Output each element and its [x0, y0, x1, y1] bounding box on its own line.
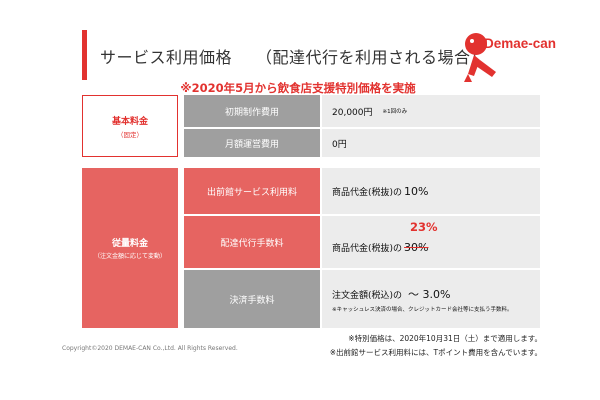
basic-fee-paren: （固定） — [117, 130, 143, 139]
logo-mascot-icon — [464, 33, 496, 82]
usage-fee-label: 従量料金 — [111, 239, 148, 249]
page-title-main: サービス利用価格 — [100, 48, 233, 67]
row-label-monthly-fee: 月額運営費用 — [184, 129, 320, 157]
row-value-payment-fee: 注文金額(税込)の ～ 3.0% ※キャッシュレス決済の場合、クレジットカード会社… — [322, 270, 540, 328]
row-value-initial-fee: 20,000円 ※1回のみ — [322, 95, 540, 127]
initial-fee-note: ※1回のみ — [382, 109, 408, 115]
footer-notes: ※特別価格は、2020年10月31日（土）まで適用します。 ※出前館サービス利用… — [330, 332, 542, 360]
service-fee-rate: 10% — [404, 184, 429, 198]
payment-fee-line: 注文金額(税込)の ～ 3.0% — [332, 286, 450, 302]
payment-fee-note: ※キャッシュレス決済の場合、クレジットカード会社等に支払う手数料。 — [332, 306, 513, 313]
row-label-initial-fee: 初期制作費用 — [184, 95, 320, 127]
usage-fee-group: 従量料金 （注文金額に応じて変動） — [82, 168, 178, 328]
service-fee-prefix: 商品代金(税抜)の — [332, 187, 403, 198]
delivery-fee-prefix: 商品代金(税抜)の — [332, 243, 403, 254]
row-label-delivery-fee: 配達代行手数料 — [184, 216, 320, 268]
footer-note: ※出前館サービス利用料には、Tポイント費用を含んでいます。 — [329, 348, 542, 357]
row-label-payment-fee: 決済手数料 — [184, 270, 320, 328]
usage-fee-paren: （注文金額に応じて変動） — [93, 253, 166, 260]
delivery-fee-old-rate: 30% — [404, 240, 429, 254]
demae-can-logo: Demae-can — [462, 28, 558, 88]
page-title: サービス利用価格 （配達代行を利用される場合） — [100, 44, 487, 68]
initial-fee-value: 20,000円 — [332, 107, 373, 118]
basic-fee-label: 基本料金 — [111, 116, 148, 127]
special-price-banner: ※2020年5月から飲食店支援特別価格を実施 — [180, 81, 416, 95]
footer-note: ※特別価格は、2020年10月31日（土）まで適用します。 — [348, 334, 542, 343]
monthly-fee-value: 0円 — [332, 139, 347, 150]
payment-fee-rate: ～ 3.0% — [408, 287, 451, 301]
row-value-monthly-fee: 0円 — [322, 129, 540, 157]
copyright: Copyright©2020 DEMAE-CAN Co.,Ltd. All Ri… — [62, 345, 238, 352]
title-accent-bar — [82, 30, 87, 80]
row-label-service-fee: 出前館サービス利用料 — [184, 168, 320, 214]
row-value-service-fee: 商品代金(税抜)の 10% — [322, 168, 540, 214]
page-subtitle: （配達代行を利用される場合） — [256, 48, 488, 67]
row-value-delivery-fee: 商品代金(税抜)の 30% — [322, 216, 540, 268]
payment-fee-prefix: 注文金額(税込)の — [332, 290, 403, 301]
basic-fee-group: 基本料金 （固定） — [82, 95, 178, 157]
logo-text: Demae-can — [484, 36, 557, 51]
delivery-fee-new-rate: 23% — [410, 220, 438, 234]
